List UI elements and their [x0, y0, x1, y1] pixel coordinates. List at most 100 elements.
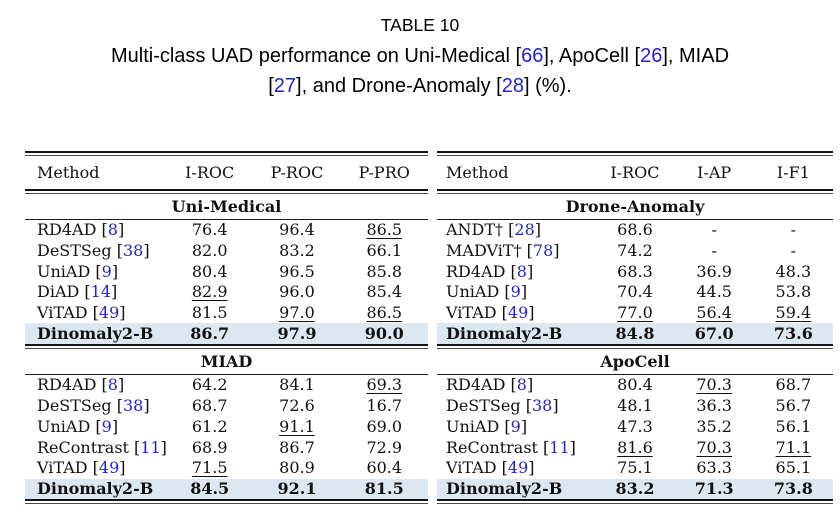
table-row: RD4AD [8] 76.4 96.4 86.5: [25, 220, 428, 241]
metric-value: 68.9: [191, 437, 228, 457]
value-cell: 85.4: [341, 284, 428, 300]
citation-link[interactable]: 9: [510, 416, 521, 436]
citation-link[interactable]: 78: [532, 241, 554, 261]
table-rule-single: [25, 374, 428, 376]
value-cell: 76.4: [166, 222, 253, 238]
value-cell: 81.5: [166, 305, 253, 321]
citation-link[interactable]: 49: [507, 458, 529, 478]
table-row: ViTAD [49] 77.0 56.4 59.4: [437, 303, 833, 324]
metric-value: 84.8: [615, 323, 655, 343]
citation-brackets: [27]: [268, 75, 302, 97]
value-cell: 96.0: [253, 284, 340, 300]
metric-value: 71.1: [775, 437, 812, 457]
method-name: RD4AD: [37, 375, 97, 395]
method-name: Dinomaly2-B: [37, 323, 154, 343]
metric-value: 44.5: [696, 282, 732, 302]
method-cell: UniAD [9]: [25, 261, 166, 281]
metric-value: 59.4: [775, 303, 812, 323]
citation-link[interactable]: 9: [101, 416, 112, 436]
citation-brackets: [28]: [496, 75, 530, 97]
citation-link[interactable]: 9: [101, 261, 112, 281]
column-header: P-PRO: [358, 162, 410, 182]
method-cell: Dinomaly2-B: [437, 480, 595, 497]
metric-value: 65.1: [775, 458, 812, 478]
section-header: ApoCell: [437, 349, 833, 374]
metric-value: 47.3: [617, 416, 653, 436]
value-cell: 71.5: [166, 460, 253, 476]
value-cell: 68.7: [166, 398, 253, 414]
section-header-label: ApoCell: [600, 352, 670, 372]
citation-brackets: [49]: [501, 458, 535, 478]
table-rule-double: [437, 189, 833, 194]
citation-link[interactable]: 38: [122, 396, 144, 416]
method-cell: DeSTSeg [38]: [25, 243, 166, 259]
citation-link[interactable]: 49: [98, 303, 120, 323]
metric-value: 73.8: [773, 478, 813, 498]
value-cell: 44.5: [675, 284, 754, 300]
value-cell: 80.4: [595, 377, 674, 393]
method-name: RD4AD: [446, 375, 506, 395]
citation-link[interactable]: 9: [510, 282, 521, 302]
table-row: Dinomaly2-B 84.8 67.0 73.6: [437, 323, 833, 345]
value-cell: 69.0: [341, 416, 428, 436]
table-row: DeSTSeg [38] 48.1 36.3 56.7: [437, 396, 833, 417]
table-row: ViTAD [49] 75.1 63.3 65.1: [437, 458, 833, 479]
citation-link[interactable]: 8: [107, 375, 118, 395]
metric-value: 72.9: [366, 437, 403, 457]
citation-brackets: [8]: [101, 220, 125, 240]
value-cell: 70.3: [675, 439, 754, 456]
citation-link[interactable]: 28: [514, 220, 535, 240]
citation-link[interactable]: 28: [501, 75, 524, 97]
citation-link[interactable]: 27: [273, 75, 297, 97]
section-header-label: Uni-Medical: [171, 197, 282, 216]
table-row: ViTAD [49] 71.5 80.9 60.4: [25, 458, 428, 479]
metric-value: 72.6: [279, 396, 315, 416]
citation-link[interactable]: 38: [122, 241, 144, 261]
value-cell: 73.6: [754, 325, 833, 342]
citation-brackets: [49]: [92, 303, 126, 323]
citation-link[interactable]: 49: [98, 458, 120, 478]
method-name: DiAD: [37, 282, 80, 302]
caption-text: , ApoCell: [548, 45, 635, 67]
citation-brackets: [11]: [134, 437, 167, 457]
table-rule-double: [437, 344, 833, 350]
value-cell: 85.8: [341, 263, 428, 280]
value-cell: 83.2: [253, 243, 340, 259]
citation-brackets: [8]: [510, 261, 534, 281]
citation-link[interactable]: 26: [640, 45, 663, 67]
citation-link[interactable]: 14: [90, 282, 112, 302]
value-cell: -: [754, 243, 833, 259]
citation-link[interactable]: 11: [140, 437, 161, 457]
value-cell: 36.9: [675, 263, 754, 280]
metric-value: 64.2: [191, 375, 228, 395]
value-cell: 86.7: [253, 439, 340, 456]
citation-link[interactable]: 8: [516, 261, 527, 281]
citation-brackets: [78]: [526, 241, 560, 261]
citation-link[interactable]: 66: [521, 45, 544, 67]
value-cell: 81.6: [595, 439, 674, 456]
metric-value: 71.5: [191, 458, 228, 478]
table-row: UniAD [9] 47.3 35.2 56.1: [437, 417, 833, 438]
citation-link[interactable]: 8: [107, 220, 118, 240]
value-cell: 96.5: [253, 263, 340, 280]
citation-link[interactable]: 38: [531, 396, 553, 416]
citation-link[interactable]: 49: [507, 303, 529, 323]
metric-value: -: [790, 220, 797, 240]
citation-link[interactable]: 8: [516, 375, 527, 395]
metric-value: 56.1: [775, 416, 812, 436]
value-cell: 68.9: [166, 437, 253, 457]
value-cell: 47.3: [595, 416, 674, 436]
metric-value: 90.0: [364, 323, 404, 343]
metric-value: 91.1: [279, 416, 315, 436]
citation-link[interactable]: 11: [549, 437, 570, 457]
method-cell: ViTAD [49]: [437, 460, 595, 476]
metric-value: 69.0: [366, 416, 403, 436]
table-row: UniAD [9] 70.4 44.5 53.8: [437, 282, 833, 303]
table-row: RD4AD [8] 64.2 84.1 69.3: [25, 375, 428, 396]
method-cell: RD4AD [8]: [437, 261, 595, 281]
value-cell: 80.4: [166, 263, 253, 280]
column-header: I-F1: [776, 162, 810, 182]
value-cell: 68.3: [595, 263, 674, 280]
column-header: Method: [446, 162, 509, 182]
method-cell: ViTAD [49]: [25, 460, 166, 476]
